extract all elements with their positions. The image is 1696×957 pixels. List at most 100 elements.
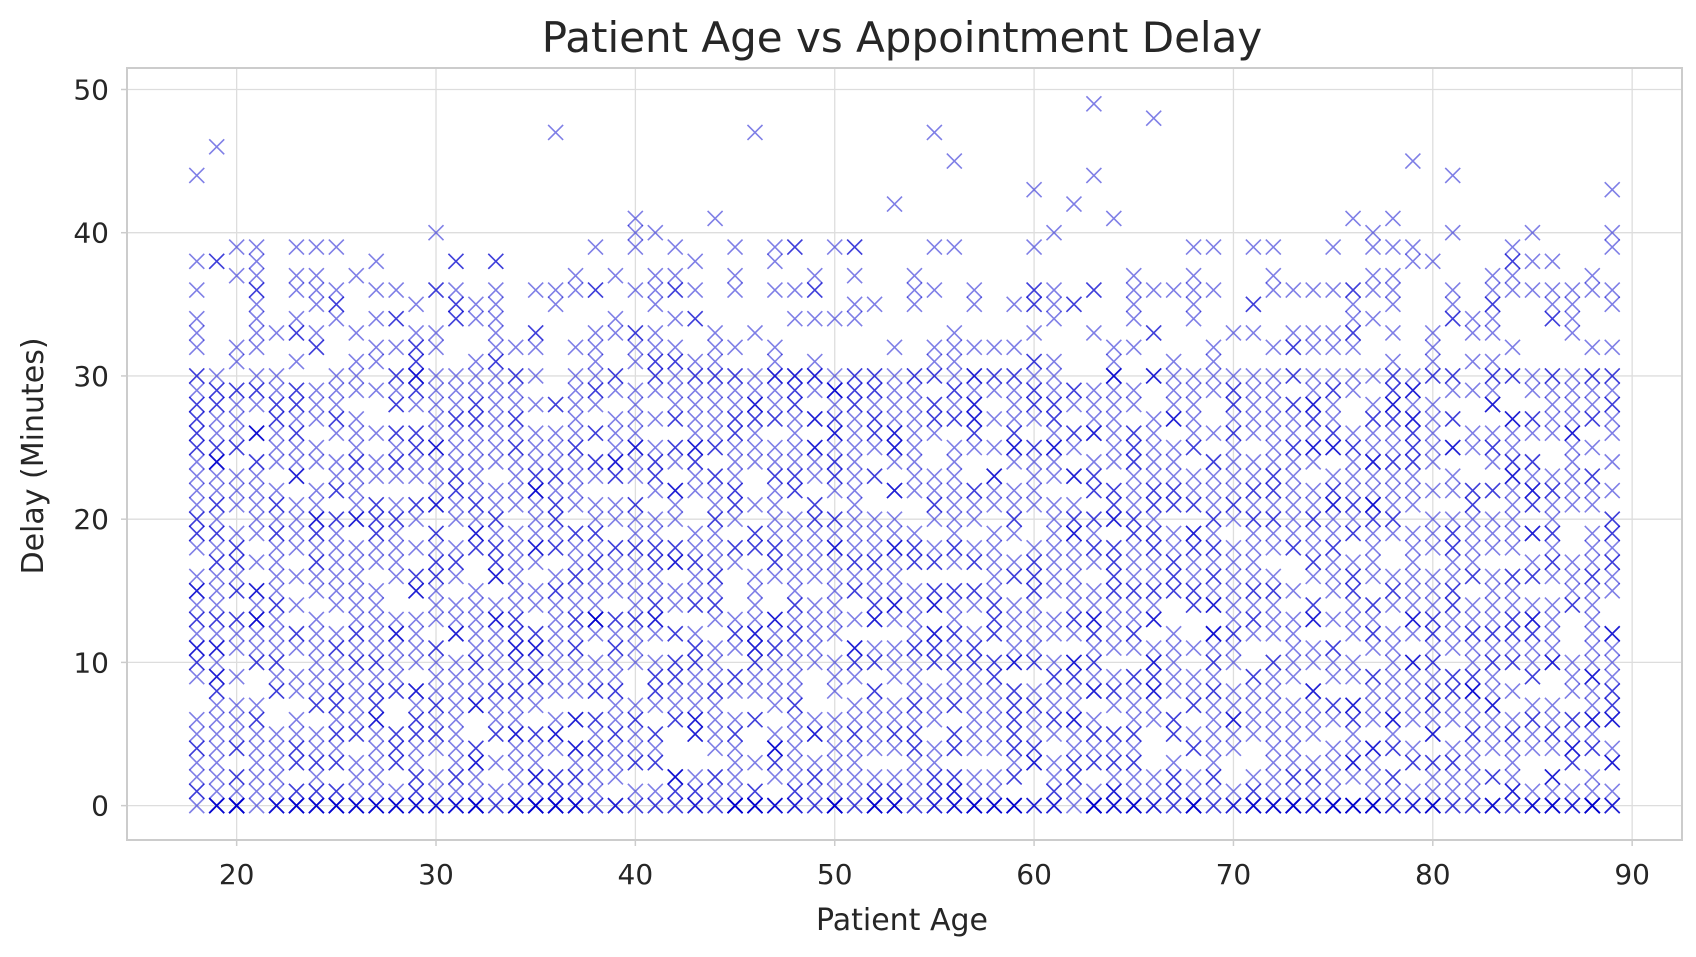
scatter-point	[1504, 238, 1521, 256]
scatter-point	[1344, 382, 1362, 399]
scatter-point	[228, 410, 245, 427]
scatter-point	[188, 582, 205, 599]
scatter-point	[1145, 367, 1162, 385]
scatter-point	[1484, 568, 1501, 585]
scatter-point	[1604, 554, 1621, 571]
scatter-point	[547, 783, 564, 800]
scatter-point	[766, 410, 783, 427]
scatter-point	[408, 396, 425, 413]
scatter-point	[906, 768, 923, 786]
scatter-point	[1245, 711, 1262, 728]
scatter-point	[288, 754, 305, 771]
scatter-point	[627, 382, 644, 399]
scatter-point	[966, 582, 983, 599]
scatter-point	[1185, 797, 1202, 814]
scatter-point	[1444, 768, 1461, 786]
scatter-point	[1464, 711, 1481, 728]
y-tick-label: 50	[73, 73, 109, 106]
scatter-point	[328, 725, 345, 743]
scatter-point	[687, 554, 704, 571]
scatter-point	[1006, 768, 1023, 786]
scatter-point	[746, 568, 764, 585]
scatter-point	[328, 682, 345, 700]
scatter-point	[268, 797, 285, 814]
scatter-point	[1045, 367, 1063, 385]
scatter-point	[268, 597, 285, 614]
scatter-point	[1185, 410, 1202, 427]
scatter-point	[288, 525, 305, 542]
scatter-point	[1026, 482, 1043, 499]
scatter-point	[786, 597, 803, 614]
scatter-point	[567, 597, 584, 614]
scatter-point	[388, 439, 405, 456]
scatter-point	[547, 281, 564, 299]
scatter-point	[1265, 525, 1282, 542]
scatter-point	[1444, 682, 1461, 700]
scatter-point	[1464, 310, 1481, 327]
scatter-point	[1584, 740, 1601, 757]
scatter-point	[806, 468, 823, 485]
scatter-point	[1364, 267, 1382, 284]
scatter-point	[1504, 339, 1521, 356]
scatter-point	[766, 468, 783, 485]
scatter-point	[188, 439, 205, 456]
scatter-point	[1584, 783, 1601, 800]
scatter-point	[926, 124, 943, 141]
scatter-point	[1484, 281, 1501, 299]
scatter-point	[627, 324, 644, 342]
scatter-point	[427, 654, 445, 671]
scatter-point	[188, 711, 205, 728]
scatter-point	[1205, 682, 1222, 700]
scatter-point	[1265, 238, 1282, 256]
scatter-point	[368, 597, 385, 614]
scatter-point	[388, 496, 405, 513]
scatter-point	[866, 611, 883, 628]
scatter-point	[1564, 324, 1581, 342]
scatter-point	[467, 310, 484, 327]
scatter-point	[348, 568, 365, 585]
scatter-point	[607, 582, 624, 599]
scatter-point	[587, 382, 604, 399]
scatter-point	[826, 740, 843, 757]
scatter-point	[906, 525, 923, 542]
scatter-point	[1265, 597, 1282, 614]
scatter-point	[308, 410, 325, 427]
scatter-point	[1424, 525, 1441, 542]
scatter-point	[1484, 310, 1501, 327]
scatter-point	[1504, 783, 1521, 800]
scatter-point	[707, 554, 724, 571]
scatter-point	[607, 539, 624, 556]
scatter-point	[467, 682, 484, 700]
scatter-point	[1404, 453, 1421, 470]
scatter-point	[866, 410, 883, 427]
scatter-point	[1165, 625, 1182, 642]
scatter-point	[1524, 496, 1541, 513]
scatter-point	[1484, 382, 1501, 399]
scatter-point	[1424, 511, 1441, 528]
scatter-point	[1564, 754, 1581, 771]
scatter-point	[1604, 382, 1621, 399]
scatter-point	[188, 468, 205, 485]
scatter-point	[707, 654, 724, 671]
scatter-point	[1604, 568, 1621, 585]
scatter-point	[1524, 525, 1541, 542]
scatter-point	[587, 396, 604, 413]
scatter-point	[1504, 725, 1521, 743]
scatter-point	[427, 697, 445, 714]
scatter-point	[1225, 496, 1242, 513]
scatter-point	[746, 525, 764, 542]
scatter-point	[228, 640, 245, 657]
scatter-point	[1584, 768, 1601, 786]
scatter-point	[268, 754, 285, 771]
scatter-point	[308, 625, 325, 642]
scatter-point	[1325, 496, 1342, 513]
scatter-point	[1344, 554, 1362, 571]
scatter-point	[647, 439, 664, 456]
scatter-point	[607, 267, 624, 284]
scatter-point	[1305, 425, 1322, 442]
scatter-point	[946, 468, 963, 485]
scatter-point	[1504, 797, 1521, 814]
scatter-point	[1145, 597, 1162, 614]
scatter-point	[707, 439, 724, 456]
